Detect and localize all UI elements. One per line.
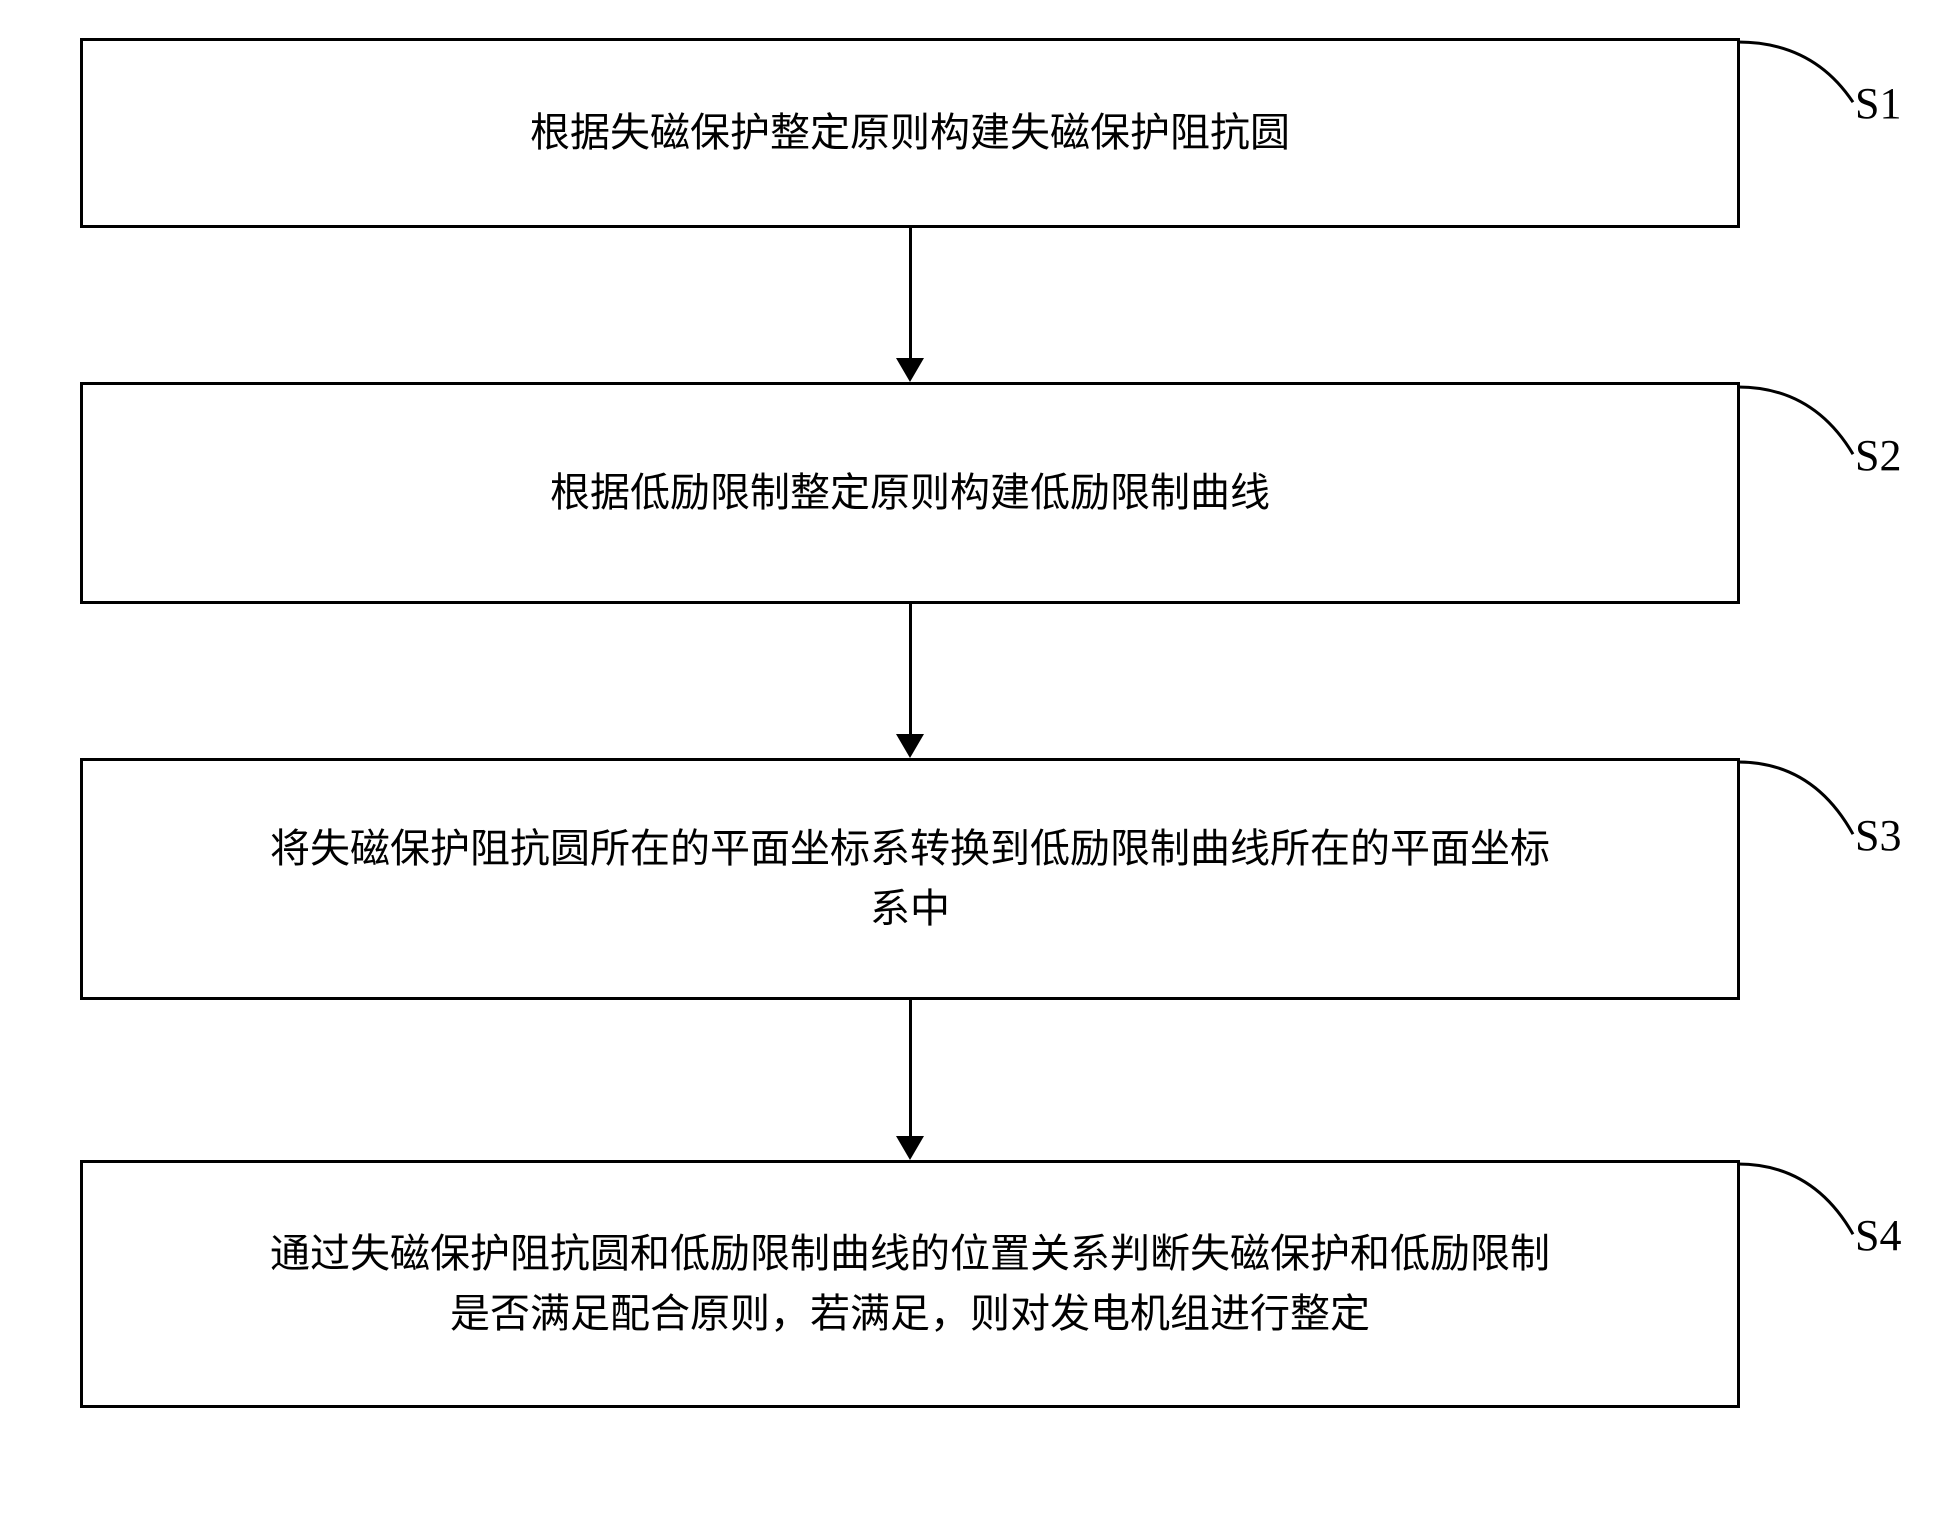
flowchart-canvas: 根据失磁保护整定原则构建失磁保护阻抗圆 S1 根据低励限制整定原则构建低励限制曲线 S… [0, 0, 1935, 1517]
step-text-s4: 通过失磁保护阻抗圆和低励限制曲线的位置关系判断失磁保护和低励限制 是否满足配合原… [270, 1224, 1550, 1344]
step-label-s2: S2 [1855, 430, 1901, 481]
step-label-s1: S1 [1855, 78, 1901, 129]
arrow-line [909, 1000, 912, 1136]
arrow-s3-to-s4 [896, 1000, 924, 1160]
step-box-s2: 根据低励限制整定原则构建低励限制曲线 [80, 382, 1740, 604]
arrow-head-icon [896, 358, 924, 382]
step-text-s3: 将失磁保护阻抗圆所在的平面坐标系转换到低励限制曲线所在的平面坐标 系中 [270, 819, 1550, 939]
arrow-line [909, 228, 912, 358]
arrow-head-icon [896, 1136, 924, 1160]
label-connector-s2 [1738, 385, 1863, 505]
step-text-s2: 根据低励限制整定原则构建低励限制曲线 [550, 463, 1270, 523]
step-text-s1: 根据失磁保护整定原则构建失磁保护阻抗圆 [530, 103, 1290, 163]
label-connector-s3 [1738, 760, 1863, 890]
arrow-line [909, 604, 912, 734]
step-box-s4: 通过失磁保护阻抗圆和低励限制曲线的位置关系判断失磁保护和低励限制 是否满足配合原… [80, 1160, 1740, 1408]
label-connector-s1 [1738, 40, 1863, 150]
arrow-s2-to-s3 [896, 604, 924, 758]
arrow-s1-to-s2 [896, 228, 924, 382]
label-connector-s4 [1738, 1162, 1863, 1292]
step-box-s1: 根据失磁保护整定原则构建失磁保护阻抗圆 [80, 38, 1740, 228]
step-box-s3: 将失磁保护阻抗圆所在的平面坐标系转换到低励限制曲线所在的平面坐标 系中 [80, 758, 1740, 1000]
step-label-s3: S3 [1855, 810, 1901, 861]
arrow-head-icon [896, 734, 924, 758]
step-label-s4: S4 [1855, 1210, 1901, 1261]
